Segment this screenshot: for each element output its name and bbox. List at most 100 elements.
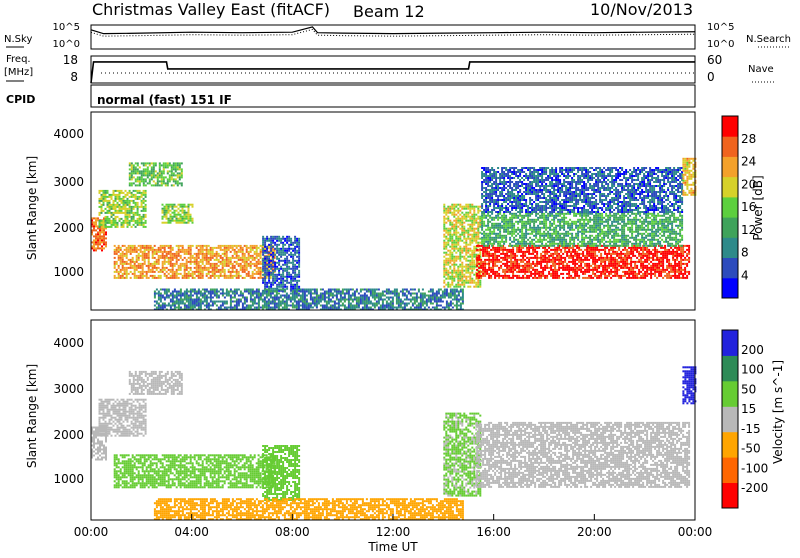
power-echo-cell — [602, 273, 604, 275]
power-echo-cell — [340, 299, 342, 301]
power-echo-cell — [490, 249, 492, 251]
power-echo-cell — [154, 245, 156, 247]
power-echo-cell — [396, 293, 398, 295]
frequency-line — [91, 62, 695, 83]
power-echo-cell — [262, 244, 264, 246]
power-echo-cell — [614, 257, 616, 259]
power-echo-cell — [198, 291, 200, 293]
power-echo-cell — [143, 194, 145, 196]
power-echo-cell — [240, 269, 242, 271]
power-echo-cell — [118, 267, 120, 269]
power-echo-cell — [388, 293, 390, 295]
power-echo-cell — [268, 289, 270, 291]
power-echo-cell — [447, 284, 449, 286]
power-echo-cell — [298, 262, 300, 264]
power-echo-cell — [268, 256, 270, 258]
power-echo-cell — [188, 208, 190, 210]
power-echo-cell — [366, 291, 368, 293]
power-echo-cell — [218, 247, 220, 249]
power-echo-cell — [570, 253, 572, 255]
power-echo-cell — [592, 251, 594, 253]
power-echo-cell — [144, 259, 146, 261]
power-echo-cell — [176, 297, 178, 299]
power-echo-cell — [304, 289, 306, 291]
power-echo-cell — [473, 220, 475, 222]
power-echo-cell — [284, 238, 286, 240]
power-echo-cell — [260, 299, 262, 301]
power-echo-cell — [457, 208, 459, 210]
power-echo-cell — [184, 214, 186, 216]
power-echo-cell — [142, 255, 144, 257]
power-echo-cell — [286, 266, 288, 268]
power-echo-cell — [588, 271, 590, 273]
power-echo-cell — [226, 295, 228, 297]
power-echo-cell — [139, 172, 141, 174]
power-echo-cell — [628, 255, 630, 257]
power-echo-cell — [510, 257, 512, 259]
power-echo-cell — [290, 268, 292, 270]
power-echo-cell — [97, 231, 99, 233]
power-echo-cell — [188, 271, 190, 273]
power-echo-cell — [445, 274, 447, 276]
power-echo-cell — [101, 204, 103, 206]
power-echo-cell — [194, 301, 196, 303]
power-echo-cell — [208, 253, 210, 255]
power-echo-cell — [240, 263, 242, 265]
power-echo-cell — [420, 295, 422, 297]
power-echo-cell — [274, 254, 276, 256]
power-echo-cell — [105, 218, 107, 220]
power-echo-cell — [284, 286, 286, 288]
power-echo-cell — [386, 307, 388, 309]
power-echo-cell — [586, 259, 588, 261]
power-echo-cell — [546, 253, 548, 255]
power-echo-cell — [626, 271, 628, 273]
power-echo-cell — [160, 295, 162, 297]
power-echo-cell — [262, 305, 264, 307]
power-echo-cell — [506, 277, 508, 279]
power-echo-cell — [546, 257, 548, 259]
power-echo-cell — [158, 267, 160, 269]
power-echo-cell — [186, 267, 188, 269]
power-echo-cell — [356, 301, 358, 303]
power-echo-cell — [288, 274, 290, 276]
power-echo-cell — [170, 245, 172, 247]
power-echo-cell — [447, 216, 449, 218]
power-echo-cell — [174, 297, 176, 299]
power-echo-cell — [450, 303, 452, 305]
power-echo-cell — [570, 247, 572, 249]
power-echo-cell — [178, 204, 180, 206]
power-echo-cell — [264, 307, 266, 309]
power-echo-cell — [153, 180, 155, 182]
power-echo-cell — [465, 252, 467, 254]
power-echo-cell — [135, 204, 137, 206]
power-echo-cell — [210, 293, 212, 295]
power-echo-cell — [178, 212, 180, 214]
power-echo-cell — [222, 259, 224, 261]
power-echo-cell — [178, 301, 180, 303]
power-echo-cell — [453, 280, 455, 282]
power-echo-cell — [288, 297, 290, 299]
power-echo-cell — [147, 170, 149, 172]
power-echo-cell — [475, 240, 477, 242]
power-echo-cell — [524, 259, 526, 261]
power-echo-cell — [175, 166, 177, 168]
power-echo-cell — [176, 214, 178, 216]
power-echo-cell — [144, 257, 146, 259]
power-echo-cell — [179, 162, 181, 164]
power-echo-cell — [268, 305, 270, 307]
power-echo-cell — [286, 250, 288, 252]
power-echo-cell — [467, 236, 469, 238]
power-echo-cell — [455, 256, 457, 258]
power-echo-cell — [370, 301, 372, 303]
power-echo-cell — [392, 307, 394, 309]
power-echo-cell — [170, 261, 172, 263]
power-echo-cell — [469, 220, 471, 222]
power-echo-cell — [348, 289, 350, 291]
power-echo-cell — [286, 242, 288, 244]
power-echo-cell — [592, 247, 594, 249]
power-echo-cell — [103, 192, 105, 194]
power-echo-cell — [455, 244, 457, 246]
power-echo-cell — [230, 275, 232, 277]
power-echo-cell — [172, 204, 174, 206]
power-echo-cell — [444, 297, 446, 299]
